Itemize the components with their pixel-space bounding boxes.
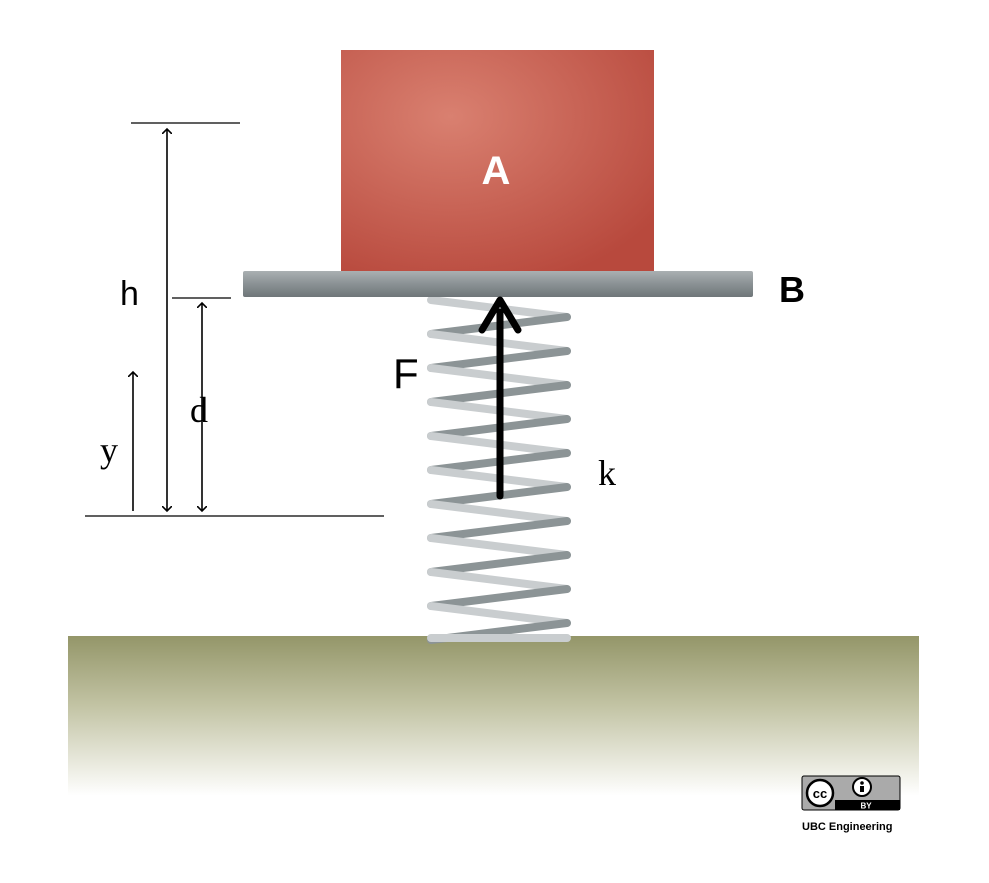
spring-coil-back xyxy=(427,517,571,542)
block-label: A xyxy=(482,149,511,193)
spring-coil-front xyxy=(427,500,571,525)
block-a xyxy=(341,50,654,272)
force-label: F xyxy=(393,350,419,397)
plate-label: B xyxy=(779,269,805,310)
spring-constant-label: k xyxy=(598,453,616,493)
credit-text: UBC Engineering xyxy=(802,821,892,833)
force-arrow xyxy=(478,296,522,500)
cc-by-badge: cc BY xyxy=(801,775,901,811)
by-badge-text: BY xyxy=(860,802,872,811)
y-label: y xyxy=(100,430,118,470)
spring-coil-front xyxy=(427,568,571,593)
spring-coil-back xyxy=(427,551,571,576)
h-label: h xyxy=(120,275,139,313)
d-label: d xyxy=(190,390,208,430)
cc-icon xyxy=(805,778,835,808)
spring-coil-front xyxy=(427,602,571,627)
spring xyxy=(427,296,571,644)
plate-b xyxy=(243,271,753,297)
spring-coil-back xyxy=(427,585,571,610)
cc-badge-text: cc xyxy=(813,786,827,801)
spring-coil-front xyxy=(427,296,571,321)
ground xyxy=(68,636,919,796)
spring-coil-front xyxy=(427,534,571,559)
